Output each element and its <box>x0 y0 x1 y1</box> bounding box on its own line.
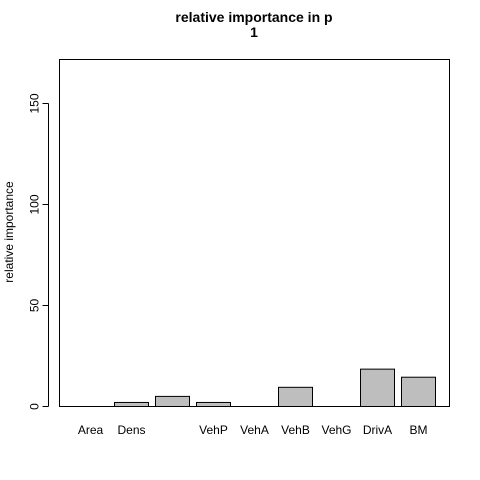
y-tick-label: 0 <box>28 403 42 410</box>
x-category-label: DrivA <box>363 423 392 437</box>
bars <box>114 368 436 408</box>
bar-dens <box>114 401 149 407</box>
y-tick-label: 150 <box>28 93 42 113</box>
plot-frame <box>59 59 450 407</box>
x-category-label: VehG <box>321 423 351 437</box>
x-category-label: BM <box>410 423 428 437</box>
chart-title: relative importance in p <box>175 9 332 25</box>
bar-vehp <box>196 401 231 407</box>
x-category-label: VehB <box>281 423 310 437</box>
bar-vehb <box>278 386 313 407</box>
x-axis-categories: Area Dens VehP VehA VehB VehG DrivA BM <box>78 423 428 437</box>
y-tick-label: 100 <box>28 194 42 214</box>
x-category-label: VehA <box>240 423 269 437</box>
y-axis: 0 50 100 150 <box>28 93 49 410</box>
bar-driva <box>360 368 395 408</box>
x-category-label: Area <box>78 423 104 437</box>
y-tick-label: 50 <box>28 299 42 313</box>
y-axis-label: relative importance <box>2 181 16 283</box>
bar-bm <box>401 376 436 407</box>
chart-subtitle: 1 <box>250 24 258 40</box>
x-category-label: Dens <box>117 423 145 437</box>
x-category-label: VehP <box>199 423 228 437</box>
bar-unlabeled-2 <box>155 395 190 407</box>
